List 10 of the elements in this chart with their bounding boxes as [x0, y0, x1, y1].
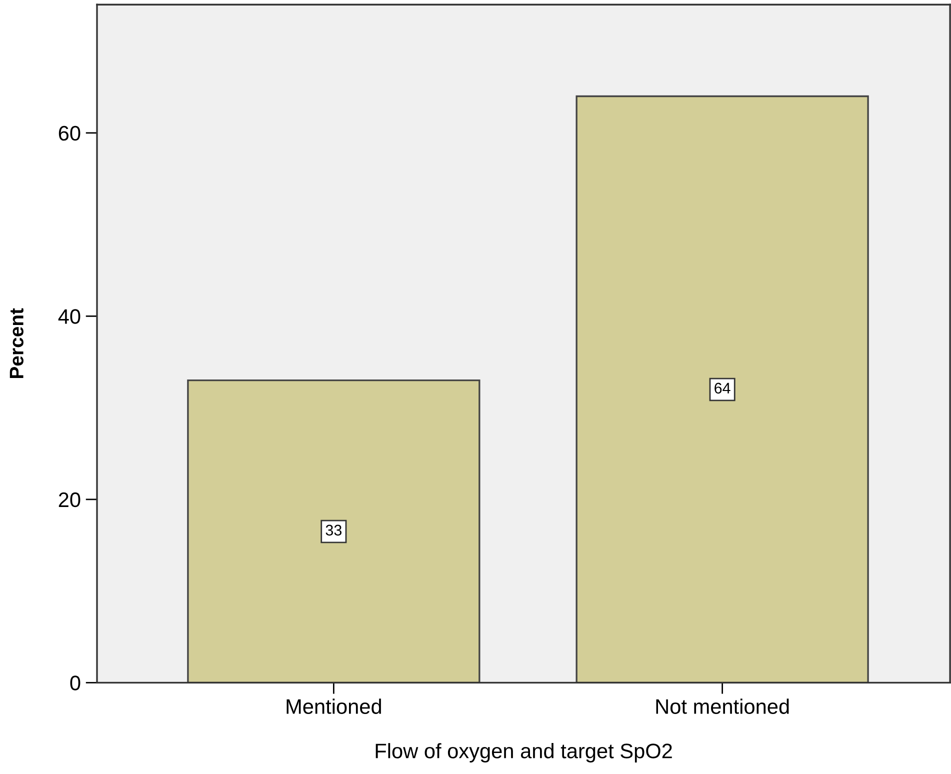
y-axis-title: Percent [10, 308, 24, 378]
x-tick-label: Not mentioned [656, 698, 789, 714]
y-tick-label: 20 [58, 492, 80, 508]
x-tick-label: Mentioned [286, 698, 381, 714]
y-tick-label: 60 [58, 126, 80, 141]
data-label: 33 [326, 524, 342, 536]
x-axis-title: Flow of oxygen and target SpO2 [376, 743, 672, 762]
y-tick-label: 40 [58, 309, 80, 324]
y-tick-label: 0 [70, 676, 80, 690]
data-label: 64 [714, 382, 730, 394]
